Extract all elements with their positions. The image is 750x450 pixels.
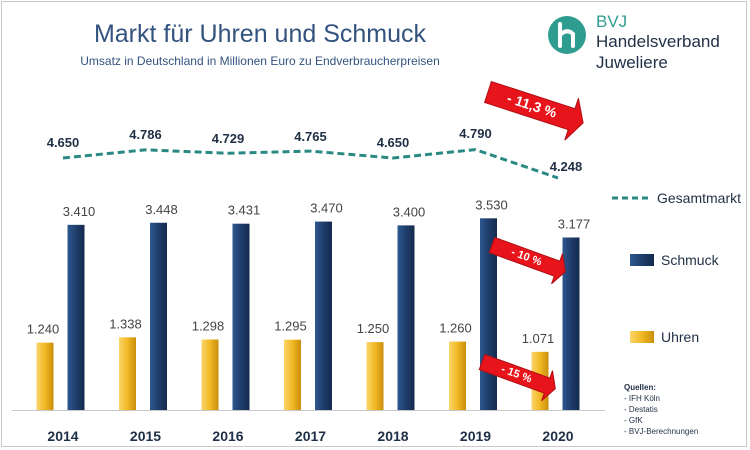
schmuck-value-label: 3.431 <box>228 203 261 218</box>
x-tick-label: 2017 <box>295 428 326 444</box>
gesamtmarkt-change-arrow-shape <box>483 80 584 141</box>
uhren-value-label: 1.240 <box>27 322 60 337</box>
gesamtmarkt-value-label: 4.248 <box>550 159 583 174</box>
legend-schmuck-label: Schmuck <box>661 252 720 268</box>
schmuck-change-arrow: - 10 % <box>488 236 566 285</box>
gesamtmarkt-value-label: 4.790 <box>459 126 492 141</box>
gesamtmarkt-change-arrow: - 11,3 % <box>483 80 584 141</box>
gesamtmarkt-value-label: 4.650 <box>47 135 80 150</box>
schmuck-bar <box>397 225 415 410</box>
schmuck-bar <box>562 237 580 410</box>
uhren-bar <box>449 341 466 410</box>
logo-abbreviation: BVJ <box>596 12 628 31</box>
schmuck-value-label: 3.470 <box>310 201 343 216</box>
chart-subtitle: Umsatz in Deutschland in Millionen Euro … <box>80 54 440 68</box>
schmuck-value-label: 3.530 <box>475 197 508 212</box>
uhren-value-label: 1.295 <box>274 319 307 334</box>
schmuck-value-label: 3.448 <box>145 202 178 217</box>
uhren-value-label: 1.260 <box>439 321 472 336</box>
gesamtmarkt-value-label: 4.650 <box>377 135 410 150</box>
source-item: - BVJ-Berechnungen <box>624 427 699 436</box>
schmuck-bar <box>315 221 332 410</box>
legend-schmuck-swatch <box>630 254 654 266</box>
source-item: - GfK <box>624 416 643 425</box>
uhren-bar <box>284 339 301 410</box>
legend-uhren-label: Uhren <box>661 329 699 345</box>
x-tick-label: 2020 <box>542 428 573 444</box>
uhren-value-label: 1.250 <box>357 321 390 336</box>
schmuck-bar <box>232 223 250 410</box>
gesamtmarkt-value-label: 4.765 <box>294 129 327 144</box>
gesamtmarkt-line <box>62 148 559 180</box>
uhren-value-label: 1.071 <box>522 331 555 346</box>
legend-uhren-swatch <box>630 331 654 343</box>
bvj-logo: BVJ Handelsverband Juweliere <box>548 12 738 78</box>
schmuck-bar <box>67 224 85 410</box>
x-tick-label: 2019 <box>460 428 491 444</box>
uhren-bar <box>201 339 219 410</box>
schmuck-value-label: 3.400 <box>393 204 426 219</box>
schmuck-change-arrow-shape <box>488 236 566 285</box>
bvj-logo-mark <box>548 16 586 54</box>
source-item: - Destatis <box>624 405 658 414</box>
sources-title: Quellen: <box>624 383 657 392</box>
x-tick-label: 2014 <box>47 428 78 444</box>
uhren-bar <box>36 342 54 410</box>
chart-title: Markt für Uhren und Schmuck <box>93 20 427 48</box>
uhren-value-label: 1.338 <box>109 316 142 331</box>
logo-name-line2: Juweliere <box>596 53 668 72</box>
x-tick-label: 2016 <box>212 428 243 444</box>
schmuck-value-label: 3.410 <box>63 204 96 219</box>
uhren-value-label: 1.298 <box>192 319 225 334</box>
gesamtmarkt-value-label: 4.729 <box>212 131 245 146</box>
source-item: - IFH Köln <box>624 394 661 403</box>
legend-gesamtmarkt-label: Gesamtmarkt <box>657 190 741 206</box>
sources-block: Quellen: - IFH Köln - Destatis - GfK - B… <box>624 382 698 437</box>
schmuck-bar <box>150 222 167 410</box>
uhren-bar <box>366 342 384 410</box>
x-tick-label: 2015 <box>130 428 161 444</box>
x-tick-label: 2018 <box>377 428 408 444</box>
uhren-bar <box>119 337 136 410</box>
uhren-change-arrow-shape <box>478 353 556 402</box>
gesamtmarkt-value-label: 4.786 <box>129 127 162 142</box>
logo-name-line1: Handelsverband <box>596 32 720 51</box>
uhren-change-arrow: - 15 % <box>478 353 556 402</box>
schmuck-value-label: 3.177 <box>558 216 591 231</box>
